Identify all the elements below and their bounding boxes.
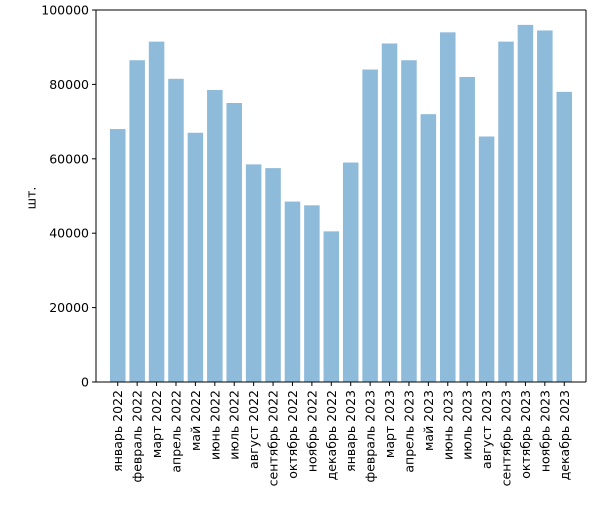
bar <box>342 162 359 382</box>
x-tick-label: апрель 2023 <box>401 390 416 473</box>
bar <box>207 89 223 382</box>
x-tick-label: февраль 2023 <box>363 390 378 482</box>
bar <box>478 136 495 382</box>
plot-area: 0 20000 40000 60000 80000 100000 январь 2022 фе… <box>41 3 587 486</box>
x-tick-label: ноябрь 2023 <box>537 390 552 472</box>
y-tick-label: 60000 <box>49 151 89 166</box>
x-tick-label: сентябрь 2023 <box>499 390 514 486</box>
bar <box>245 164 262 382</box>
x-tick-label: декабрь 2022 <box>324 390 339 480</box>
x-tick-label: июль 2023 <box>460 390 475 460</box>
bar <box>265 168 281 382</box>
x-tick-label: декабрь 2023 <box>557 390 572 480</box>
x-tick-label: сентябрь 2022 <box>266 390 281 486</box>
bar <box>381 43 398 382</box>
x-tick-label: август 2023 <box>479 390 494 469</box>
x-tick-label: октябрь 2023 <box>518 390 533 479</box>
x-tick-label: июнь 2023 <box>440 390 455 460</box>
x-tick-label: февраль 2022 <box>130 390 145 482</box>
bar <box>440 32 456 382</box>
bar <box>226 103 242 382</box>
y-tick-label: 20000 <box>49 300 89 315</box>
y-tick-label: 0 <box>81 375 89 390</box>
bar <box>148 41 165 383</box>
x-tick-label: март 2023 <box>382 390 397 458</box>
bar <box>401 60 417 382</box>
x-tick-label: апрель 2022 <box>168 390 183 473</box>
y-tick-label: 100000 <box>41 3 89 18</box>
y-tick-label: 40000 <box>49 226 89 241</box>
x-tick-label: ноябрь 2022 <box>304 390 319 472</box>
bar <box>109 129 126 382</box>
bar <box>284 201 301 382</box>
bar <box>459 76 475 383</box>
bar <box>187 132 204 382</box>
x-tick-label: июнь 2022 <box>207 390 222 460</box>
bar <box>537 30 553 383</box>
x-tick-label: январь 2023 <box>343 390 358 472</box>
bar <box>498 41 514 383</box>
x-tick-label: август 2022 <box>246 390 261 469</box>
bar <box>517 24 534 382</box>
bar <box>168 78 184 382</box>
bar <box>362 69 378 383</box>
x-tick-label: март 2022 <box>149 390 164 458</box>
x-tick-label: май 2023 <box>421 390 436 451</box>
x-tick-label: октябрь 2022 <box>285 390 300 479</box>
bar <box>129 60 145 382</box>
bar <box>304 205 320 382</box>
bar <box>420 114 437 382</box>
y-tick-label: 80000 <box>49 77 89 92</box>
x-tick-label: июль 2022 <box>227 390 242 460</box>
x-tick-label: январь 2022 <box>110 390 125 472</box>
bar <box>556 91 573 382</box>
x-tick-label: май 2022 <box>188 390 203 451</box>
y-axis-title: шт. <box>24 187 39 210</box>
bar <box>323 231 340 382</box>
